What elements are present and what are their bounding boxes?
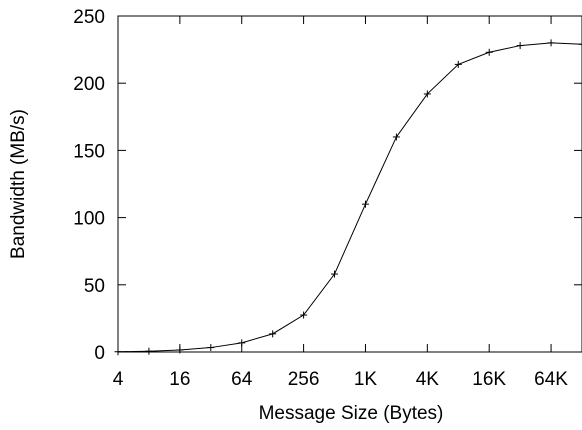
plot-frame	[117, 15, 582, 353]
data-point-marker	[516, 42, 524, 50]
data-point-marker	[392, 133, 400, 141]
x-tick-label: 64	[231, 369, 253, 390]
axis-ticks	[117, 15, 582, 353]
series-line	[117, 42, 582, 353]
x-tick-label: 4	[113, 369, 124, 390]
data-point-marker	[361, 200, 369, 208]
data-point-marker	[238, 339, 246, 347]
x-tick-label: 4K	[416, 369, 440, 390]
data-point-marker	[207, 344, 215, 352]
data-point-marker	[176, 346, 184, 354]
tick-labels: 4 16 64 256 1K 4K 16K 64K 0 50 100 150 200 250	[73, 7, 568, 390]
data-point-marker	[331, 270, 339, 278]
x-axis-label: Message Size (Bytes)	[259, 403, 444, 424]
data-point-marker	[114, 348, 122, 356]
x-tick-label: 16K	[472, 369, 506, 390]
y-tick-label: 200	[73, 74, 105, 95]
y-tick-label: 100	[73, 209, 105, 230]
y-axis-label: Bandwidth (MB/s)	[8, 109, 29, 259]
x-tick-label: 64K	[534, 369, 568, 390]
y-tick-label: 250	[73, 7, 105, 28]
data-point-marker	[145, 347, 153, 355]
data-point-marker	[423, 90, 431, 98]
data-markers	[114, 39, 582, 356]
data-point-marker	[547, 39, 555, 47]
y-tick-label: 50	[84, 276, 105, 297]
x-tick-label: 16	[169, 369, 190, 390]
data-point-marker	[300, 311, 308, 319]
data-point-marker	[485, 48, 493, 56]
x-tick-label: 256	[288, 369, 320, 390]
data-point-marker	[454, 60, 462, 68]
data-point-marker	[269, 330, 277, 338]
x-tick-label: 1K	[354, 369, 378, 390]
data-point-marker	[578, 40, 582, 48]
y-tick-label: 0	[94, 343, 105, 364]
y-tick-label: 150	[73, 141, 105, 162]
